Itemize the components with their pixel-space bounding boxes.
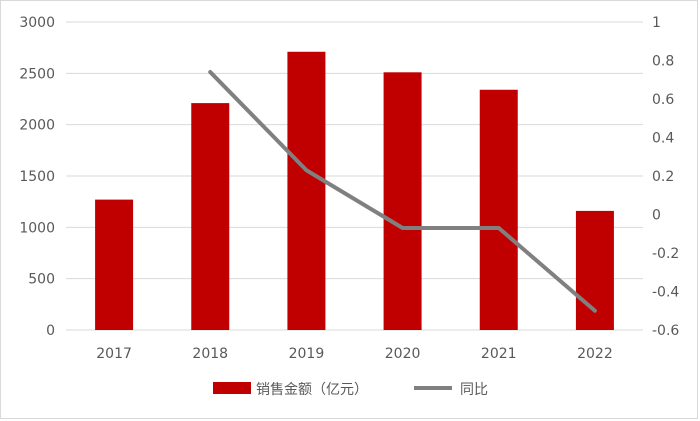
y-left-tick-label: 1500: [19, 169, 55, 185]
legend-label-line: 同比: [460, 382, 488, 398]
x-tick-label: 2020: [385, 346, 421, 362]
y-right-tick-label: 1: [652, 15, 661, 31]
x-axis-ticks: 2017 2018 2019 2020 2021 2022: [96, 346, 612, 362]
bar-2018: [191, 103, 230, 331]
y-left-tick-label: 3000: [19, 15, 55, 31]
legend-label-bar: 销售金额（亿元）: [256, 382, 368, 398]
x-tick-label: 2021: [481, 346, 517, 362]
y-left-tick-label: 2000: [19, 118, 55, 134]
x-tick-label: 2022: [577, 346, 613, 362]
legend-swatch-bar: [213, 382, 251, 394]
x-tick-label: 2019: [289, 346, 325, 362]
x-tick-label: 2017: [96, 346, 132, 362]
y-right-tick-label: 0.6: [652, 92, 674, 108]
legend: 销售金额（亿元） 同比: [213, 382, 488, 398]
y-right-tick-label: 0.4: [652, 131, 674, 147]
y-axis-right-ticks: -0.6 -0.4 -0.2 0 0.2 0.4 0.6 0.8 1: [652, 15, 679, 339]
y-right-tick-label: -0.6: [652, 323, 679, 339]
bar-2020: [383, 72, 422, 330]
y-left-tick-label: 2500: [19, 66, 55, 82]
x-tick-label: 2018: [192, 346, 228, 362]
bar-2021: [479, 89, 518, 330]
bar-2019: [287, 51, 326, 330]
y-left-tick-label: 0: [46, 323, 55, 339]
y-left-tick-label: 1000: [19, 220, 55, 236]
y-right-tick-label: -0.4: [652, 285, 679, 301]
y-right-tick-label: -0.2: [652, 246, 679, 262]
y-left-tick-label: 500: [28, 272, 55, 288]
line-series: [208, 70, 597, 313]
y-right-tick-label: 0: [652, 208, 661, 224]
bar-series: [95, 51, 614, 331]
bar-2017: [95, 199, 134, 330]
y-right-tick-label: 0.8: [652, 54, 674, 70]
y-axis-left-ticks: 0 500 1000 1500 2000 2500 3000: [19, 15, 55, 339]
y-right-tick-label: 0.2: [652, 169, 674, 185]
gridlines: [66, 21, 643, 331]
